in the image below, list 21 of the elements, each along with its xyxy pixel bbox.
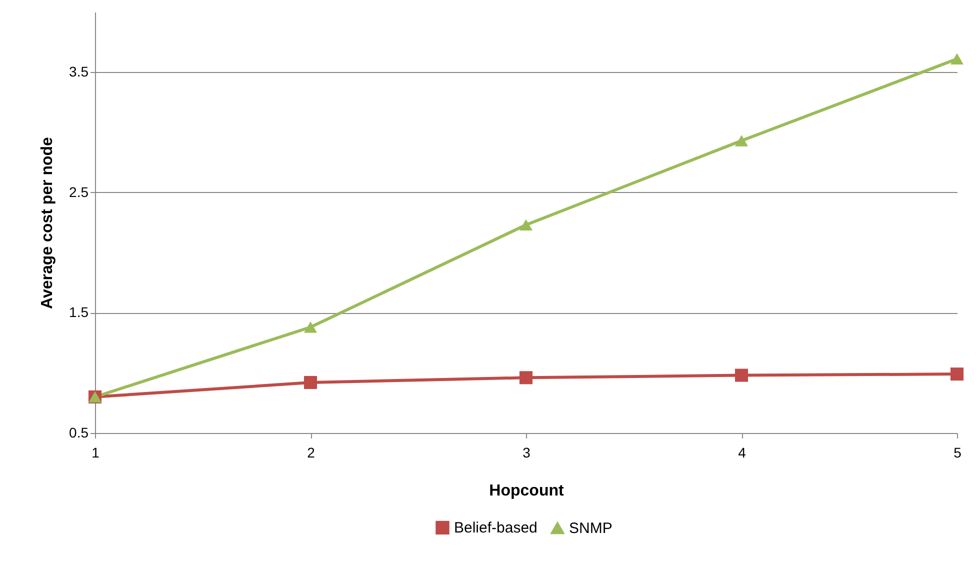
y-axis-title: Average cost per node bbox=[39, 136, 56, 309]
legend-label: SNMP bbox=[569, 520, 612, 538]
x-tick-label: 3 bbox=[522, 444, 531, 460]
point bbox=[950, 53, 964, 65]
x-tick-label: 5 bbox=[954, 444, 962, 460]
y-tick-label: 2.5 bbox=[69, 184, 89, 200]
x-tick-label: 2 bbox=[307, 444, 316, 460]
point bbox=[304, 376, 318, 389]
y-tick-label: 1.5 bbox=[69, 304, 89, 320]
point bbox=[519, 219, 533, 231]
point bbox=[734, 368, 748, 382]
y-tick-label: 0.5 bbox=[69, 424, 89, 440]
x-tick-label: 4 bbox=[738, 444, 746, 460]
point bbox=[304, 322, 318, 333]
legend-label: Belief-based bbox=[454, 520, 538, 537]
y-tick-label: 3.5 bbox=[69, 64, 89, 80]
x-tick-label: 1 bbox=[92, 444, 100, 460]
point bbox=[519, 371, 533, 384]
point bbox=[734, 135, 748, 146]
point bbox=[950, 368, 964, 381]
x-axis-title: Hopcount bbox=[489, 482, 564, 500]
